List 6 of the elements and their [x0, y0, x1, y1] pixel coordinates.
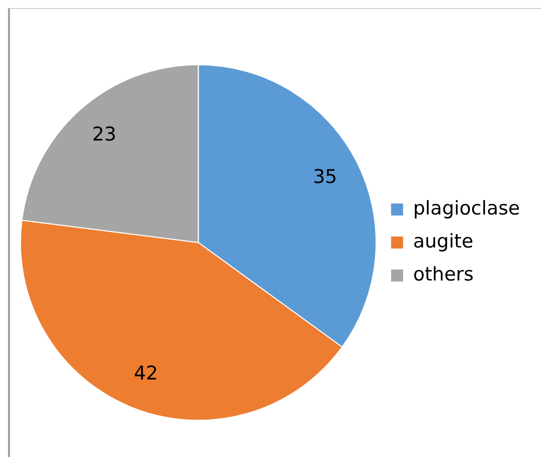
- data-label: 42: [134, 362, 158, 385]
- legend-label: augite: [413, 230, 474, 252]
- data-label: 35: [312, 166, 338, 188]
- legend-label: others: [413, 263, 474, 286]
- data-label: 23: [92, 124, 116, 146]
- legend-label: plagioclase: [413, 197, 520, 220]
